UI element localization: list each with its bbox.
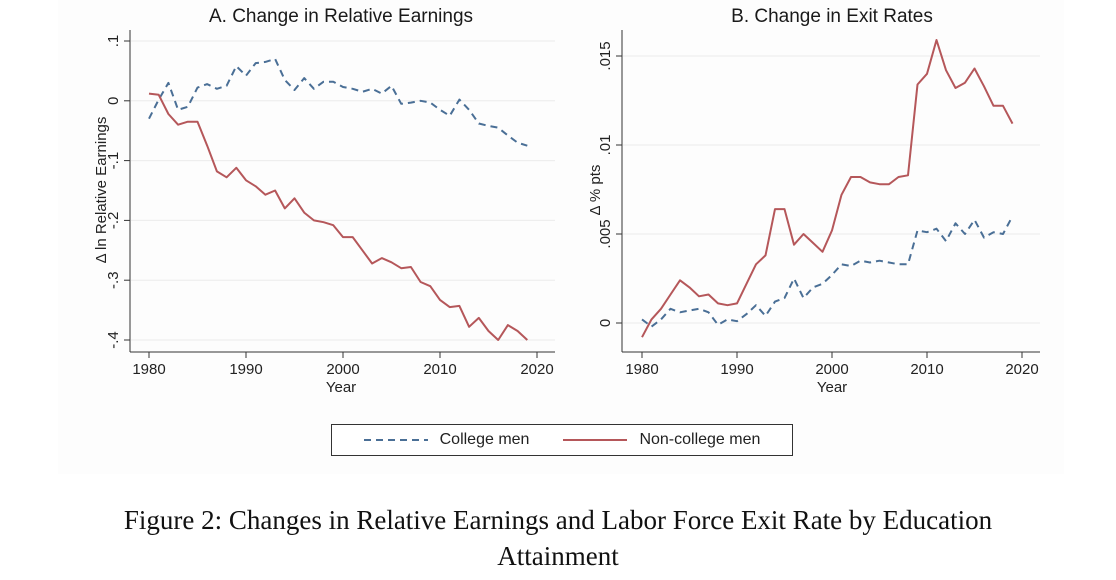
y-tick-label: .01 (597, 135, 614, 156)
y-tick-label: -.2 (105, 212, 122, 230)
panel-a-series (148, 57, 528, 341)
y-tick-label: .005 (597, 219, 614, 248)
panel-a-y-axis-title: Δ ln Relative Earnings (93, 117, 110, 264)
y-tick-label: -.4 (105, 331, 122, 349)
y-tick-label: 0 (105, 97, 122, 105)
panel-a-x-axis-title: Year (326, 379, 356, 396)
panel-a-y-ticks: .1 0 -.1 -.2 -.3 -.4 (105, 35, 130, 349)
x-tick-label: 1990 (720, 361, 753, 378)
x-tick-label: 1990 (229, 361, 262, 378)
figure-panel (58, 0, 1064, 474)
legend-swatch-college (363, 439, 428, 441)
x-tick-label: 2010 (423, 361, 456, 378)
caption-line-2: Attainment (497, 541, 619, 571)
x-tick-label: 2000 (815, 361, 848, 378)
legend-entry-noncollege: Non-college men (563, 431, 760, 449)
legend-label-college: College men (439, 431, 530, 448)
y-tick-label: -.3 (105, 271, 122, 289)
legend-entry-college: College men (363, 431, 530, 449)
panel-b-x-ticks: 1980 1990 2000 2010 2020 (625, 352, 1039, 378)
panel-a-x-ticks: 1980 1990 2000 2010 2020 (132, 352, 554, 378)
non-college-men-line (641, 39, 1014, 338)
legend-label-noncollege: Non-college men (639, 431, 761, 448)
legend-swatch-noncollege (563, 439, 628, 441)
panel-b-exit-rates: B. Change in Exit Rates 0 .005 .01 .015 198… (587, 6, 1040, 396)
caption-line-1: Figure 2: Changes in Relative Earnings a… (123, 505, 993, 535)
panel-a-gridlines (131, 40, 555, 341)
panel-a-earnings: A. Change in Relative Earnings .1 0 -.1 -.2… (93, 6, 555, 396)
y-tick-label: .1 (105, 35, 122, 48)
panel-b-x-axis-title: Year (817, 379, 847, 396)
panel-b-title: B. Change in Exit Rates (731, 6, 933, 27)
y-tick-label: .015 (597, 41, 614, 70)
college-men-line (641, 215, 1014, 328)
panel-b-y-ticks: 0 .005 .01 .015 (597, 41, 622, 327)
x-tick-label: 2020 (1005, 361, 1038, 378)
x-tick-label: 2000 (326, 361, 359, 378)
y-tick-label: -.1 (105, 152, 122, 170)
x-tick-label: 1980 (625, 361, 658, 378)
x-tick-label: 2020 (520, 361, 553, 378)
college-men-line (148, 57, 528, 147)
panel-b-gridlines (623, 55, 1040, 324)
figure-caption: Figure 2: Changes in Relative Earnings a… (0, 502, 1116, 574)
x-tick-label: 1980 (132, 361, 165, 378)
non-college-men-line (148, 92, 528, 341)
panel-b-y-axis-title: Δ % pts (587, 165, 604, 216)
panel-a-title: A. Change in Relative Earnings (209, 6, 473, 27)
charts-svg: A. Change in Relative Earnings .1 0 -.1 -.2… (93, 6, 1040, 396)
x-tick-label: 2010 (910, 361, 943, 378)
legend: College men Non-college men (331, 424, 793, 456)
y-tick-label: 0 (597, 319, 614, 327)
panel-b-series (641, 39, 1014, 338)
